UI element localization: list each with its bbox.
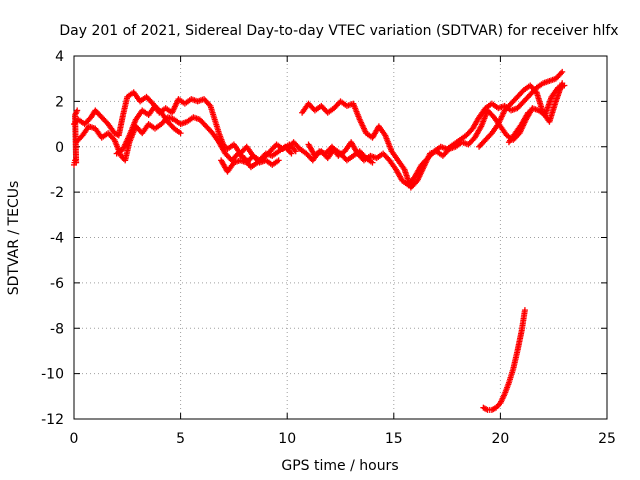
x-tick-label: 15	[385, 431, 403, 447]
y-tick-label: -10	[41, 367, 64, 383]
y-tick-label: -12	[41, 412, 64, 428]
x-tick-label: 5	[176, 431, 185, 447]
chart-title: Day 201 of 2021, Sidereal Day-to-day VTE…	[59, 23, 618, 39]
series-track-i	[505, 109, 532, 146]
y-tick-label: 0	[55, 140, 64, 156]
y-tick-label: -2	[50, 185, 64, 201]
series-track-h	[476, 80, 566, 150]
y-tick-label: -8	[50, 321, 64, 337]
series-track-g	[305, 141, 376, 166]
y-tick-label: 2	[55, 94, 64, 110]
y-axis-label: SDTVAR / TECUs	[6, 181, 22, 296]
y-tick-label: -6	[50, 276, 64, 292]
x-axis-label: GPS time / hours	[281, 458, 398, 474]
x-tick-label: 25	[598, 431, 616, 447]
series-track-d	[218, 152, 282, 175]
y-tick-label: 4	[55, 49, 64, 65]
data-marks	[71, 68, 568, 413]
y-tick-label: -4	[50, 231, 64, 247]
x-tick-label: 0	[70, 431, 79, 447]
x-tick-label: 20	[491, 431, 509, 447]
series-track-c	[113, 102, 184, 157]
series-track-j	[71, 107, 81, 168]
series-track-k	[480, 307, 528, 413]
x-tick-label: 10	[278, 431, 296, 447]
series-track-f	[299, 82, 568, 191]
axis-ticks: 0 5 10 15 20 25 -12 -10 -8 -6 -4 -2 0 2 4	[41, 49, 616, 447]
